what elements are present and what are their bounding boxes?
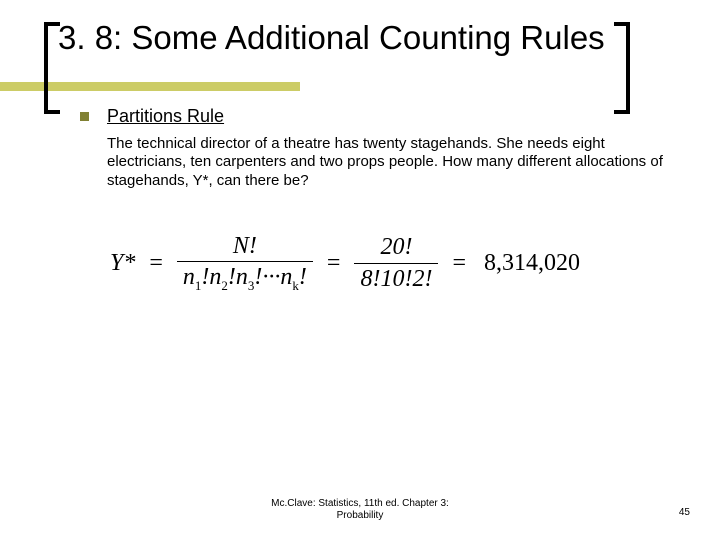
slide: 3. 8: Some Additional Counting Rules Par… [0, 0, 720, 540]
page-number: 45 [679, 507, 690, 518]
bracket-right-bottom [614, 110, 630, 114]
footer: Mc.Clave: Statistics, 11th ed. Chapter 3… [0, 498, 720, 522]
numerator-1: N! [227, 233, 263, 261]
title-container: 3. 8: Some Additional Counting Rules [42, 18, 678, 58]
equals-sign: = [448, 250, 470, 277]
section-heading: Partitions Rule [107, 106, 224, 127]
slide-title: 3. 8: Some Additional Counting Rules [58, 18, 670, 58]
formula-lhs: Y* [110, 250, 135, 277]
body: Partitions Rule The technical director o… [42, 106, 678, 294]
bullet-square-icon [80, 112, 89, 121]
fraction-general: N! n1!n2!n3!···nk! [177, 233, 313, 293]
bracket-right [626, 22, 630, 114]
fraction-numeric: 20! 8!10!2! [354, 234, 438, 292]
footer-line-2: Probability [0, 510, 720, 522]
bracket-right-top [614, 22, 630, 26]
denominator-2: 8!10!2! [354, 263, 438, 292]
problem-text: The technical director of a theatre has … [107, 135, 667, 191]
formula-result: 8,314,020 [480, 250, 580, 277]
footer-line-1: Mc.Clave: Statistics, 11th ed. Chapter 3… [0, 498, 720, 510]
equals-sign: = [145, 250, 167, 277]
denominator-1: n1!n2!n3!···nk! [177, 261, 313, 293]
equals-sign: = [323, 250, 345, 277]
formula: Y* = N! n1!n2!n3!···nk! = 20! 8!10!2! = … [110, 233, 678, 293]
bracket-left-bottom [44, 110, 60, 114]
numerator-2: 20! [374, 234, 418, 262]
bracket-left-top [44, 22, 60, 26]
bracket-left [44, 22, 48, 114]
bullet-item: Partitions Rule [80, 106, 678, 127]
